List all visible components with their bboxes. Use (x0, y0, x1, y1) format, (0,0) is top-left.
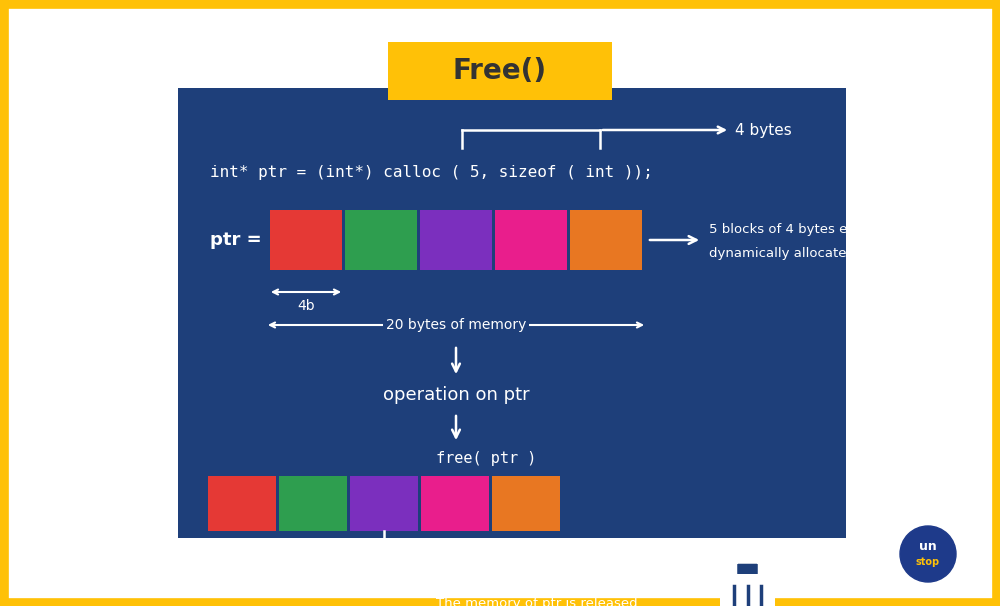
Text: 5 blocks of 4 bytes each is: 5 blocks of 4 bytes each is (709, 224, 886, 236)
Bar (270, 210, 342, 270)
Bar (717, 574, 778, 584)
Bar (420, 210, 492, 270)
Bar (421, 476, 489, 531)
Text: dynamically allocated to ptr: dynamically allocated to ptr (709, 247, 896, 261)
Bar (570, 210, 642, 270)
Text: un: un (919, 541, 937, 553)
Text: operation on ptr: operation on ptr (383, 386, 529, 404)
Text: int* ptr = (int*) calloc ( 5, sizeof ( int ));: int* ptr = (int*) calloc ( 5, sizeof ( i… (210, 164, 653, 179)
Circle shape (900, 526, 956, 582)
Bar (350, 476, 418, 531)
Text: free( ptr ): free( ptr ) (436, 451, 536, 467)
Text: 4b: 4b (297, 299, 315, 313)
Text: stop: stop (916, 557, 940, 567)
Bar (279, 476, 347, 531)
Bar (388, 42, 612, 100)
Text: Free(): Free() (453, 57, 547, 85)
Text: 20 bytes of memory: 20 bytes of memory (386, 318, 526, 332)
FancyBboxPatch shape (736, 562, 760, 576)
Bar (345, 210, 417, 270)
Text: 4 bytes: 4 bytes (735, 122, 792, 138)
Bar (208, 476, 276, 531)
Bar (178, 88, 846, 538)
Text: The memory of ptr is released: The memory of ptr is released (436, 598, 638, 606)
Text: ptr =: ptr = (210, 231, 262, 249)
Bar (720, 586, 775, 606)
Bar (492, 476, 560, 531)
Bar (495, 210, 567, 270)
